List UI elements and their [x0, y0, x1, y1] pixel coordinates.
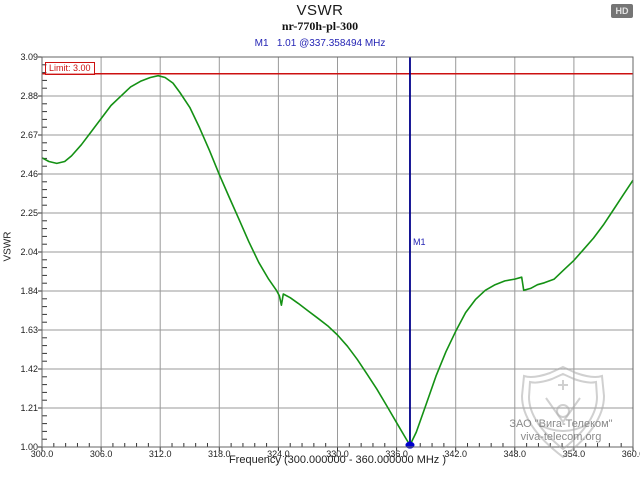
limit-label: Limit: 3.00 — [45, 62, 95, 75]
marker-m1-label: M1 — [413, 237, 426, 247]
plot-border — [41, 56, 634, 448]
y-tick-label: 2.25 — [20, 208, 38, 218]
x-tick-label: 312.0 — [148, 449, 172, 459]
marker-m1-dot — [405, 441, 415, 449]
y-tick-label: 2.88 — [20, 91, 38, 101]
y-tick-label: 2.67 — [20, 130, 38, 140]
hd-badge: HD — [611, 4, 633, 18]
y-tick-label: 2.04 — [20, 247, 38, 257]
x-tick-label: 336.0 — [385, 449, 408, 459]
x-tick-label: 318.0 — [208, 449, 231, 459]
y-tick-label: 1.84 — [20, 286, 38, 296]
x-tick-label: 324.0 — [267, 449, 290, 459]
x-tick-label: 300.0 — [30, 449, 54, 459]
y-tick-label: 1.42 — [20, 364, 38, 374]
x-tick-label: 348.0 — [503, 449, 527, 459]
y-axis-title: VSWR — [2, 231, 14, 262]
x-axis-title: Frequency (300.000000 - 360.000000 MHz ) — [228, 454, 447, 466]
y-axis-tick-labels: 3.09 2.88 2.67 2.46 2.25 2.04 1.84 1.63 1.42 1.21… — [0, 0, 40, 480]
chart-subtitle: nr-770h-pl-300 — [281, 19, 359, 33]
vswr-trace — [41, 74, 634, 446]
y-tick-label: 3.09 — [20, 52, 38, 62]
y-tick-label: 2.46 — [20, 169, 38, 179]
page-title: VSWR — [296, 2, 344, 19]
marker-readout: M1 1.01 @337.358494 MHz — [254, 38, 386, 49]
x-tick-label: 360.0 — [621, 449, 640, 459]
x-tick-label: 306.0 — [89, 449, 113, 459]
x-tick-label: 342.0 — [444, 449, 467, 459]
y-tick-label: 1.00 — [20, 442, 38, 452]
y-tick-label: 1.21 — [20, 403, 38, 413]
x-tick-label: 330.0 — [326, 449, 349, 459]
y-tick-label: 1.63 — [20, 325, 38, 335]
